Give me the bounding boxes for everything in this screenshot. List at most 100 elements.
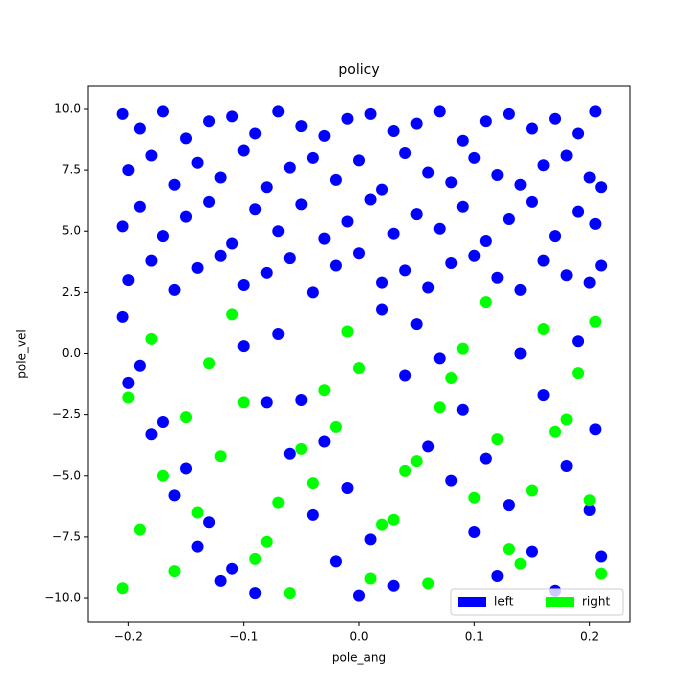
point [387, 124, 400, 137]
point [376, 183, 389, 196]
point [422, 577, 435, 590]
point [272, 496, 285, 509]
point [589, 105, 602, 118]
point [191, 156, 204, 169]
point [122, 164, 135, 177]
point [191, 261, 204, 274]
point [525, 484, 538, 497]
point [214, 249, 227, 262]
point [445, 176, 458, 189]
point [422, 166, 435, 179]
point [295, 198, 308, 211]
point [318, 384, 331, 397]
point [226, 237, 239, 250]
point [572, 367, 585, 380]
point [203, 195, 216, 208]
point [537, 323, 550, 336]
point [595, 259, 608, 272]
point [191, 540, 204, 553]
x-axis-label: pole_ang [332, 651, 386, 665]
point [272, 225, 285, 238]
point [283, 252, 296, 265]
point [353, 154, 365, 167]
point [595, 550, 608, 563]
point [156, 105, 169, 118]
point [180, 132, 193, 145]
point [341, 482, 354, 494]
point [399, 369, 412, 382]
point [364, 533, 377, 546]
point [589, 423, 602, 436]
y-tick-label: 2.5 [62, 285, 81, 299]
point [249, 203, 262, 216]
point [122, 391, 135, 404]
point [353, 247, 365, 260]
point [583, 171, 596, 184]
point [306, 477, 319, 490]
point [364, 193, 377, 206]
point [116, 107, 129, 120]
point [399, 464, 412, 477]
point [116, 310, 129, 323]
point [226, 308, 239, 321]
y-tick-label: 10.0 [54, 101, 81, 115]
point [572, 205, 585, 218]
point [133, 523, 146, 536]
point [249, 587, 262, 600]
point [180, 411, 193, 424]
point [502, 543, 515, 556]
point [168, 178, 181, 191]
point [260, 396, 273, 409]
point [445, 371, 458, 384]
point [479, 115, 492, 128]
point [491, 169, 504, 182]
point [283, 447, 296, 460]
point [203, 357, 216, 370]
point [583, 276, 596, 289]
x-tick-label: 0.1 [465, 630, 484, 644]
point [572, 127, 585, 140]
point [399, 147, 412, 159]
point [329, 555, 342, 568]
point [491, 433, 504, 446]
point [560, 459, 573, 472]
point [341, 325, 354, 338]
point [133, 200, 146, 213]
point [156, 469, 169, 482]
point [433, 222, 446, 235]
point [353, 589, 365, 602]
point [272, 105, 285, 118]
point [572, 335, 585, 348]
point [203, 115, 216, 128]
point [595, 181, 608, 194]
point [306, 508, 319, 521]
point [145, 254, 158, 267]
point [537, 389, 550, 402]
point [549, 425, 562, 438]
point [249, 552, 262, 565]
point [295, 442, 308, 455]
point [376, 303, 389, 316]
point [387, 513, 400, 526]
point [353, 362, 365, 375]
point [156, 230, 169, 243]
x-tick-label: 0.2 [580, 630, 599, 644]
point [410, 318, 423, 331]
point [133, 122, 146, 135]
point [318, 232, 331, 245]
y-tick-label: 0.0 [62, 346, 81, 360]
point [422, 281, 435, 294]
point [549, 112, 562, 125]
point [445, 474, 458, 487]
point [410, 455, 423, 468]
point [306, 286, 319, 299]
point [341, 215, 354, 228]
point [456, 403, 469, 416]
point [549, 230, 562, 243]
point [502, 499, 515, 512]
y-tick-label: −10.0 [44, 591, 81, 605]
point [479, 235, 492, 248]
point [260, 181, 273, 194]
point [456, 342, 469, 355]
y-tick-label: −2.5 [52, 407, 81, 421]
